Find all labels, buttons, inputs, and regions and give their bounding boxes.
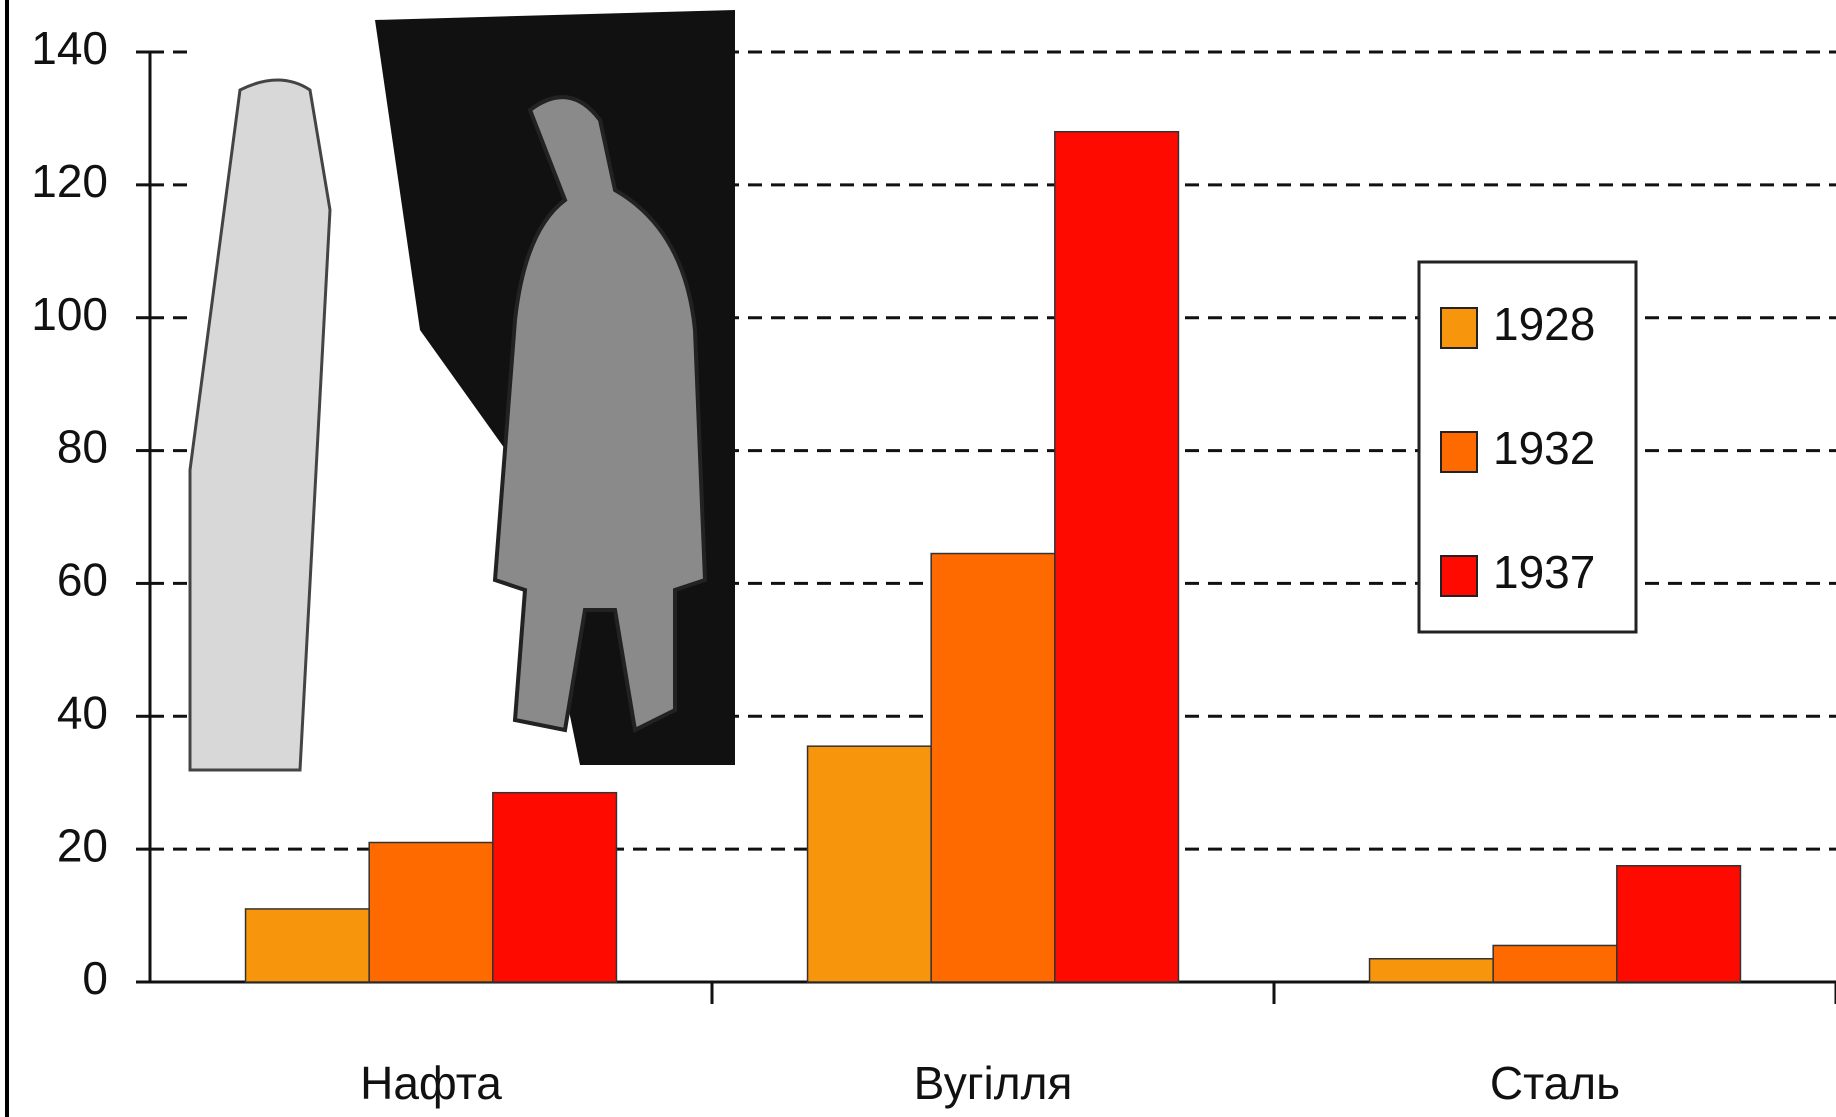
legend-label: 1928 (1493, 298, 1595, 350)
bar (1370, 959, 1494, 982)
chart: 0 20 40 60 80 100 120 140 Нафта Вугілля Сталь 1928… (0, 0, 1836, 1117)
y-tick-label: 80 (57, 421, 108, 473)
bar (1055, 132, 1179, 982)
legend-label: 1937 (1493, 546, 1595, 598)
x-tick-label: Нафта (360, 1057, 502, 1109)
legend-label: 1932 (1493, 422, 1595, 474)
y-tick-label: 0 (82, 952, 108, 1004)
legend-swatch (1441, 308, 1477, 348)
bar (246, 909, 370, 982)
x-tick-label: Сталь (1490, 1057, 1620, 1109)
y-tick-label: 100 (31, 288, 108, 340)
bar (931, 554, 1055, 982)
legend-swatch (1441, 432, 1477, 472)
x-tick-label: Вугілля (914, 1057, 1073, 1109)
poster-illustration (187, 0, 735, 770)
bar (1617, 866, 1741, 982)
bar (493, 793, 617, 982)
y-tick-label: 40 (57, 686, 108, 738)
y-tick-label: 120 (31, 155, 108, 207)
y-tick-label: 60 (57, 554, 108, 606)
bar (369, 843, 493, 983)
bar (808, 746, 932, 982)
y-tick-label: 140 (31, 22, 108, 74)
y-tick-label: 20 (57, 819, 108, 871)
bar (1493, 945, 1617, 982)
legend-swatch (1441, 556, 1477, 596)
